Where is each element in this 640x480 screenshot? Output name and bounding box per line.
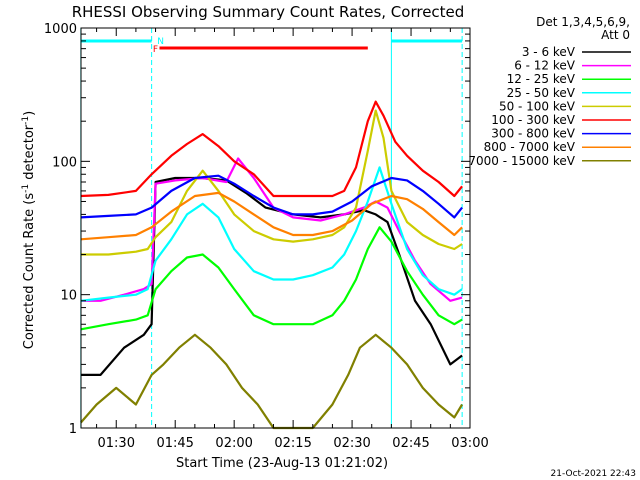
- series-line-2: [80, 226, 463, 331]
- y-axis: 1 10 100 1000: [44, 22, 470, 437]
- series-line-4: [80, 109, 463, 256]
- y-axis-label: Corrected Count Rate (s-1 detector-1): [21, 111, 37, 349]
- legend-label: 3 - 6 keV: [522, 45, 576, 59]
- x-tick-label: 02:00: [215, 436, 252, 451]
- x-tick-label: 03:00: [451, 436, 488, 451]
- legend-label: 6 - 12 keV: [514, 59, 576, 73]
- legend-header-line1: Det 1,3,4,5,6,9,: [536, 15, 630, 29]
- legend-label: 300 - 800 keV: [491, 127, 575, 141]
- y-axis-label-mid: detector: [22, 124, 37, 184]
- x-axis-label: Start Time (23-Aug-13 01:21:02): [176, 456, 388, 471]
- legend-label: 50 - 100 keV: [499, 99, 576, 113]
- series-line-3: [80, 166, 463, 302]
- y-tick-label: 1: [69, 422, 77, 437]
- x-tick-label: 02:15: [274, 436, 311, 451]
- series-line-5: [80, 100, 463, 198]
- y-axis-label-main: Corrected Count Rate (s: [22, 193, 37, 350]
- series-line-8: [80, 333, 464, 430]
- series-line-6: [80, 174, 463, 219]
- x-tick-label: 02:45: [392, 436, 429, 451]
- legend-label: 25 - 50 keV: [507, 86, 576, 100]
- y-tick-label: 100: [52, 155, 77, 170]
- timestamp: 21-Oct-2021 22:43: [551, 469, 636, 479]
- series-lines: [80, 100, 464, 430]
- flag-label: F: [153, 45, 158, 55]
- y-axis-label-sup1: -1: [21, 184, 31, 193]
- legend-label: 100 - 300 keV: [491, 113, 575, 127]
- y-axis-label-sup2: -1: [21, 116, 31, 125]
- flag-label: N: [157, 37, 164, 47]
- x-axis: 01:30 01:45 02:00 02:15 02:30 02:45 03:00: [96, 28, 489, 451]
- chart-title: RHESSI Observing Summary Count Rates, Co…: [72, 3, 465, 21]
- flag-bars: FN: [153, 37, 368, 55]
- legend-header-line2: Att 0: [601, 28, 630, 42]
- y-tick-label: 10: [60, 289, 77, 304]
- y-axis-label-end: ): [22, 111, 37, 116]
- x-tick-label: 02:30: [333, 436, 370, 451]
- plot-frame: [80, 27, 471, 429]
- series-line-7: [80, 191, 463, 241]
- x-tick-label: 01:45: [156, 436, 193, 451]
- night-intervals: [80, 28, 463, 428]
- legend-label: 7000 - 15000 keV: [468, 154, 575, 168]
- legend-label: 12 - 25 keV: [507, 72, 576, 86]
- legend-label: 800 - 7000 keV: [484, 140, 576, 154]
- x-tick-label: 01:30: [98, 436, 135, 451]
- y-tick-label: 1000: [44, 22, 77, 37]
